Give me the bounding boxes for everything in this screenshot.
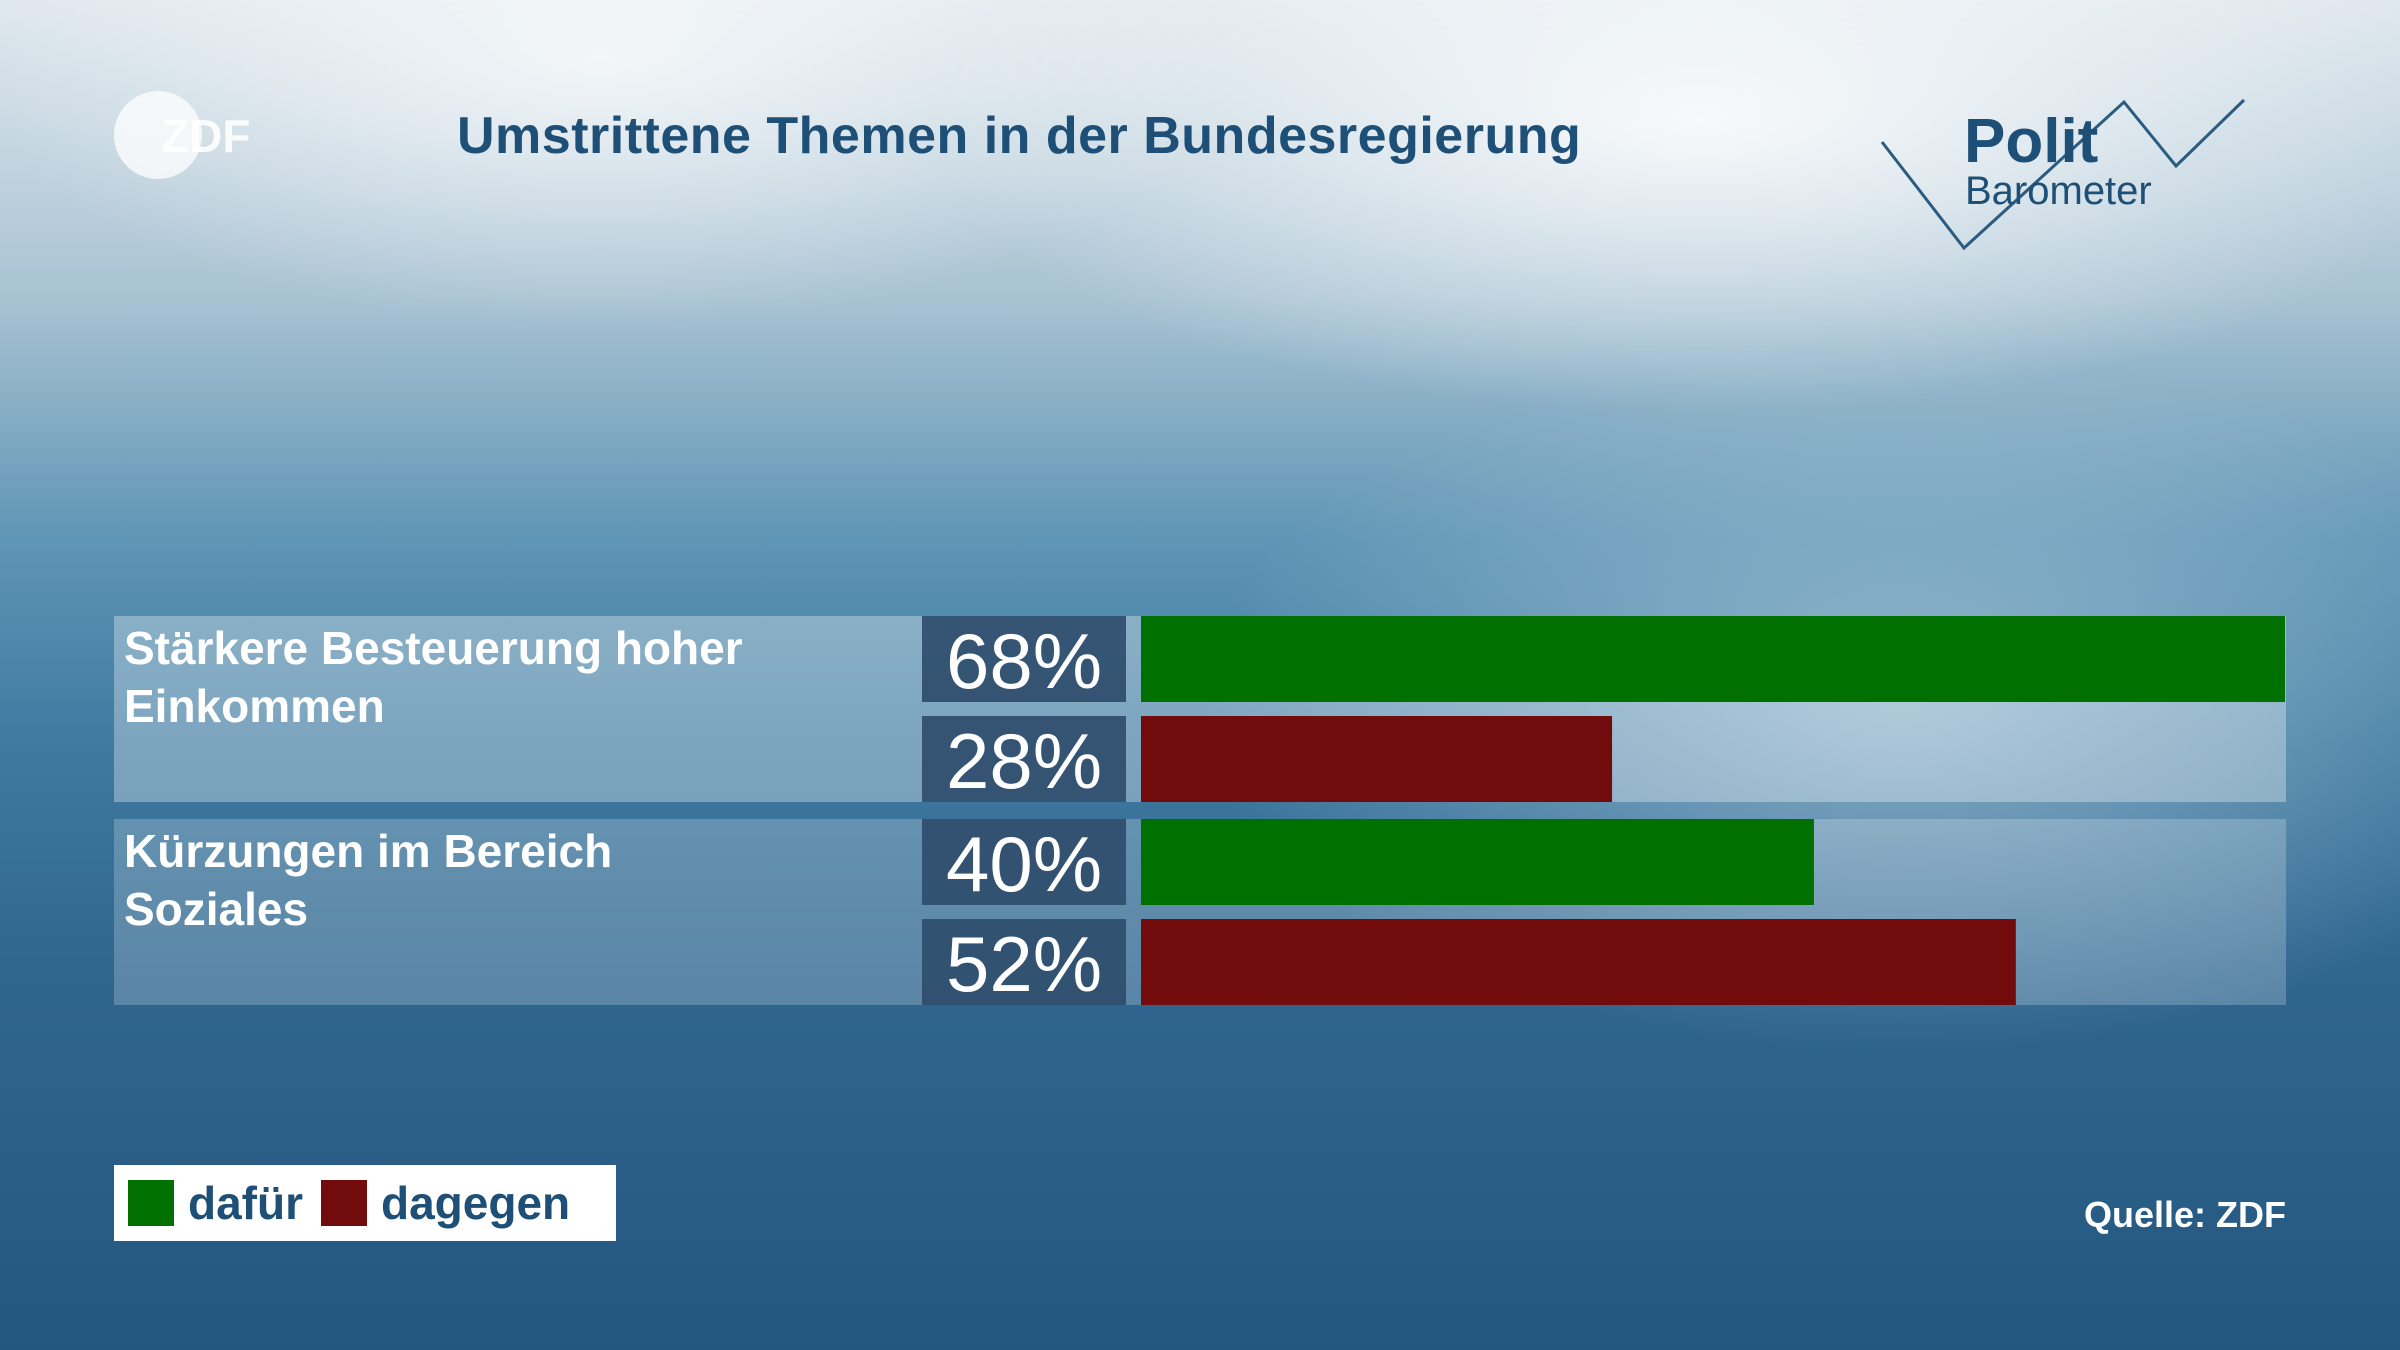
bar-dafür-2: [1141, 819, 1814, 905]
value-label-2-1: 40%: [946, 820, 1102, 908]
category-label-1: Stärkere Besteuerung hoher Einkommen: [124, 622, 743, 732]
legend-label-dafuer: dafür: [188, 1177, 303, 1229]
value-box-2-1: [922, 819, 1126, 905]
page-title: Umstrittene Themen in der Bundesregierun…: [457, 107, 1582, 165]
legend-swatch-dafuer: [128, 1180, 174, 1226]
logo-line2: Barometer: [1965, 169, 2152, 213]
value-label-1-1: 68%: [946, 617, 1102, 705]
chart-legend: dafür dagegen: [114, 1165, 616, 1241]
bar-dagegen-2: [1141, 919, 2016, 1005]
politbarometer-logo-icon: Polit Barometer: [1880, 98, 2246, 251]
bar-dagegen-1: [1141, 716, 1613, 802]
logo-line1: Polit: [1964, 107, 2098, 176]
svg-text:ZDF: ZDF: [161, 110, 250, 162]
source-note: Quelle: ZDF: [2083, 1194, 2286, 1235]
zdf-logo-icon: ZDF: [114, 91, 250, 179]
value-box-1-1: [922, 616, 1126, 702]
bar-dafür-1: [1141, 616, 2285, 702]
legend-label-dagegen: dagegen: [381, 1177, 571, 1229]
legend-swatch-dagegen: [321, 1180, 367, 1226]
value-label-2-2: 52%: [946, 920, 1102, 1008]
value-box-1-2: [922, 716, 1126, 802]
value-box-2-2: [922, 919, 1126, 1005]
category-label-2: Kürzungen im Bereich Soziales: [124, 825, 612, 935]
value-label-1-2: 28%: [946, 717, 1102, 805]
